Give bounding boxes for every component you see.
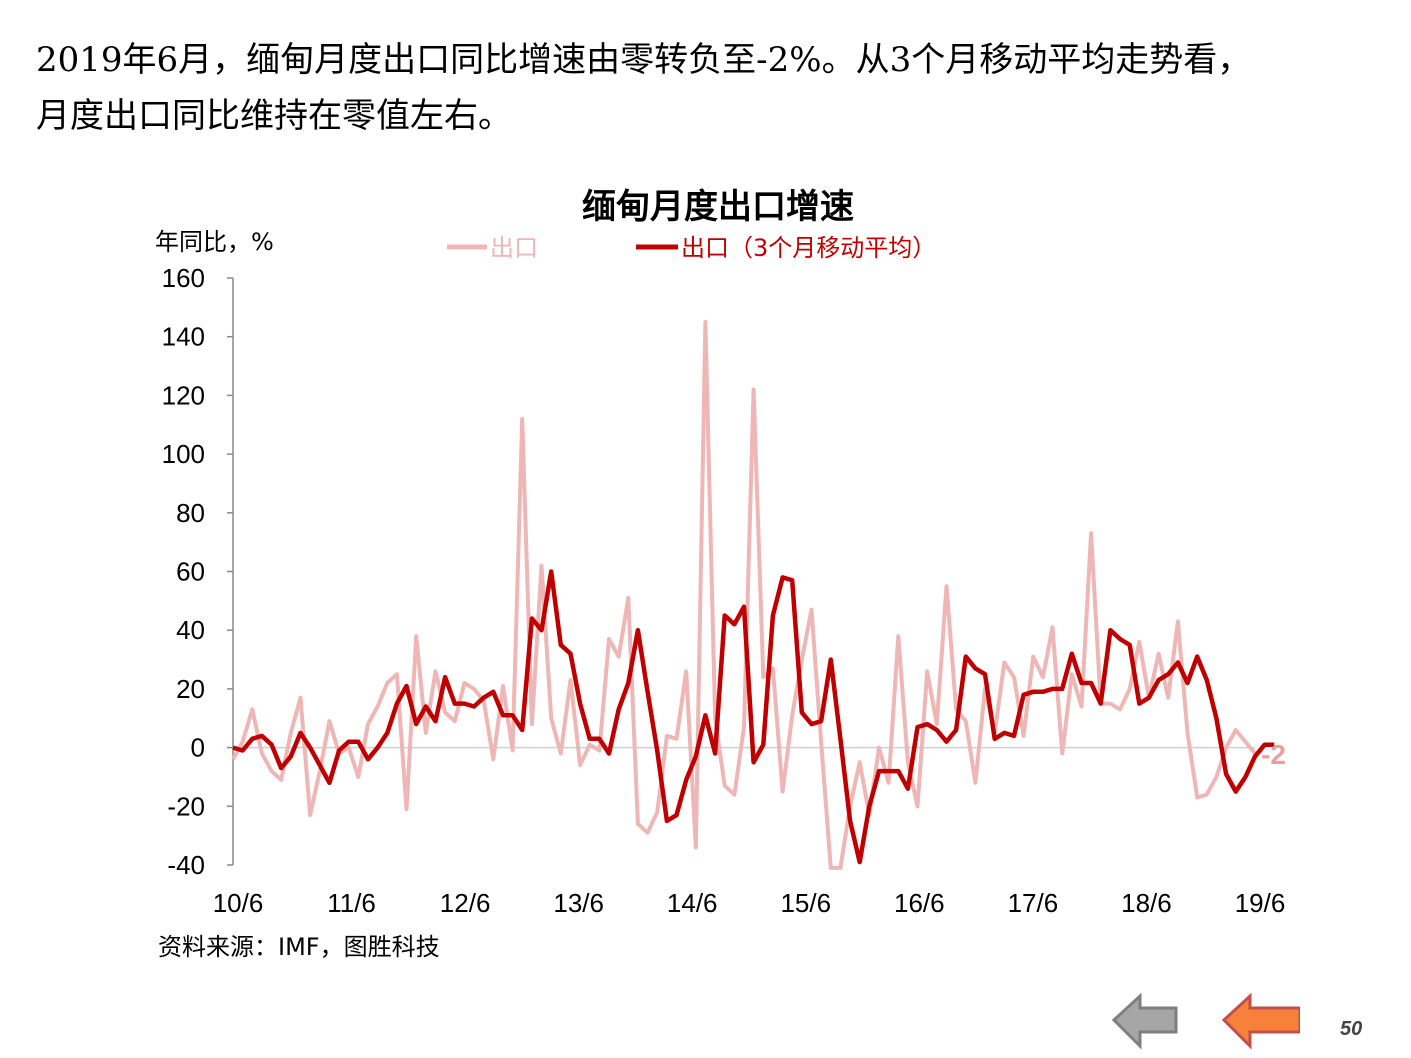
y-tick-label: 120 bbox=[162, 380, 205, 410]
y-tick-label: -40 bbox=[167, 850, 205, 880]
y-tick-label: 100 bbox=[162, 439, 205, 469]
y-tick-label: 0 bbox=[191, 733, 205, 763]
series-layer bbox=[231, 320, 1275, 870]
headline-line-2: 月度出口同比维持在零值左右。 bbox=[36, 96, 512, 136]
source-note: 资料来源：IMF，图胜科技 bbox=[158, 933, 440, 961]
x-axis: 10/6 11/6 12/6 13/6 14/6 15/6 16/6 17/6 18/6 19/6 bbox=[213, 746, 1286, 918]
legend-label-export-3m-avg: 出口（3个月移动平均） bbox=[681, 234, 936, 262]
forward-button[interactable] bbox=[1220, 992, 1302, 1052]
legend-label-export: 出口 bbox=[490, 234, 538, 262]
x-tick-label: 12/6 bbox=[440, 888, 491, 918]
y-tick-label: 40 bbox=[176, 615, 205, 645]
series-line-export bbox=[231, 320, 1257, 870]
x-tick-label: 17/6 bbox=[1008, 888, 1059, 918]
series-line-export-3m-avg bbox=[232, 569, 1275, 865]
headline-line-1: 2019年6月，缅甸月度出口同比增速由零转负至-2%。从3个月移动平均走势看， bbox=[36, 40, 1252, 80]
x-tick-label: 13/6 bbox=[553, 888, 604, 918]
arrow-left-orange-icon bbox=[1221, 992, 1302, 1050]
x-tick-label: 11/6 bbox=[327, 888, 376, 918]
y-axis: 160 140 120 100 80 60 40 20 0 -20 -40 bbox=[162, 263, 234, 880]
headline-text: 2019年6月，缅甸月度出口同比增速由零转负至-2%。从3个月移动平均走势看， … bbox=[36, 32, 1396, 144]
back-button[interactable] bbox=[1110, 992, 1190, 1052]
y-tick-label: 60 bbox=[176, 557, 205, 587]
y-tick-label: 80 bbox=[176, 498, 205, 528]
export-growth-chart: 缅甸月度出口增速 年同比，% 出口 出口（3个月移动平均） 1601401201… bbox=[155, 188, 1286, 961]
x-tick-label: 15/6 bbox=[780, 888, 831, 918]
arrow-left-gray-icon bbox=[1111, 992, 1178, 1050]
y-tick-label: 160 bbox=[162, 263, 205, 293]
end-value-label: -2 bbox=[1261, 739, 1286, 770]
x-tick-label: 19/6 bbox=[1235, 888, 1286, 918]
y-axis-label: 年同比，% bbox=[155, 228, 274, 256]
y-tick-label: 20 bbox=[176, 674, 205, 704]
x-tick-label: 14/6 bbox=[667, 888, 718, 918]
legend: 出口 出口（3个月移动平均） bbox=[447, 234, 936, 262]
x-tick-label: 10/6 bbox=[213, 888, 264, 918]
page-number: 50 bbox=[1340, 1018, 1363, 1040]
chart-title: 缅甸月度出口增速 bbox=[582, 188, 854, 226]
y-tick-label: -20 bbox=[167, 791, 205, 821]
x-tick-label: 18/6 bbox=[1121, 888, 1172, 918]
y-tick-label: 140 bbox=[162, 322, 205, 352]
x-tick-label: 16/6 bbox=[894, 888, 945, 918]
